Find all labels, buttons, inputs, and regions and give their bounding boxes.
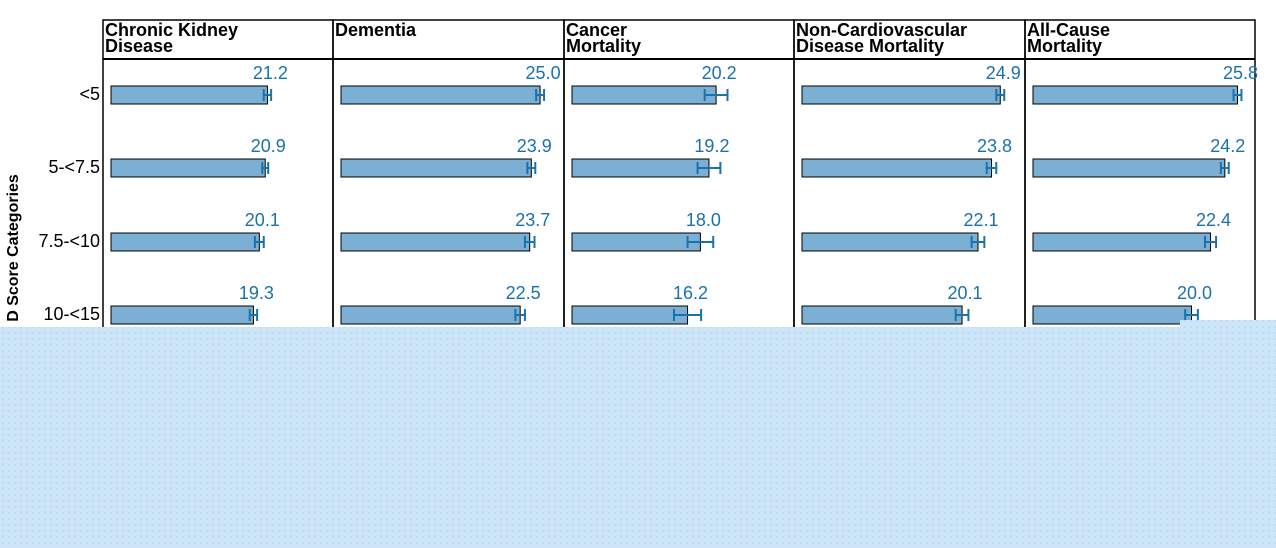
value-label: 18.0 (686, 210, 721, 230)
category-label: 7.5-<10 (38, 231, 100, 251)
bar (110, 232, 260, 252)
value-label: 20.0 (1177, 283, 1212, 303)
value-label: 22.5 (506, 283, 541, 303)
bar (340, 158, 532, 178)
value-label: 25.0 (526, 63, 561, 83)
bar (1032, 305, 1193, 325)
value-label: 22.1 (963, 210, 998, 230)
bar (340, 85, 541, 105)
value-label: 22.4 (1196, 210, 1231, 230)
bar (340, 305, 521, 325)
value-label: 24.2 (1210, 136, 1245, 156)
panel-title: Non-Cardiovascular (796, 20, 967, 40)
bar (801, 85, 1001, 105)
bar (110, 85, 268, 105)
panel-frame (102, 19, 334, 341)
value-label: 21.2 (253, 63, 288, 83)
value-label: 23.7 (515, 210, 550, 230)
bar (801, 305, 963, 325)
bar (1032, 85, 1238, 105)
value-label: 19.2 (694, 136, 729, 156)
overlay (0, 320, 1276, 548)
value-label: 24.9 (986, 63, 1021, 83)
value-label: 23.8 (977, 136, 1012, 156)
value-label: 23.9 (517, 136, 552, 156)
category-label: 5-<7.5 (48, 157, 100, 177)
bar (571, 232, 701, 252)
panel-title: Mortality (1027, 36, 1102, 56)
bar (1032, 232, 1212, 252)
panel-title: Disease (105, 36, 173, 56)
y-axis-label: D Score Categories (5, 174, 22, 322)
panel-title: Mortality (566, 36, 641, 56)
category-label: <5 (79, 84, 100, 104)
bar (110, 305, 254, 325)
panel-frame (1024, 19, 1256, 341)
bar (571, 158, 710, 178)
value-label: 16.2 (673, 283, 708, 303)
value-label: 19.3 (239, 283, 274, 303)
panel-title: Chronic Kidney (105, 20, 238, 40)
panel-title: Cancer (566, 20, 627, 40)
bar (340, 232, 531, 252)
bar (571, 85, 717, 105)
bar (110, 158, 266, 178)
bar (571, 305, 689, 325)
category-label: 10-<15 (43, 304, 100, 324)
bar (1032, 158, 1226, 178)
panel-title: All-Cause (1027, 20, 1110, 40)
bar (801, 232, 979, 252)
panel-title: Disease Mortality (796, 36, 944, 56)
value-label: 20.9 (251, 136, 286, 156)
value-label: 20.1 (245, 210, 280, 230)
value-label: 20.1 (948, 283, 983, 303)
bar (801, 158, 993, 178)
value-label: 20.2 (702, 63, 737, 83)
panel-title: Dementia (335, 20, 417, 40)
value-label: 25.8 (1223, 63, 1258, 83)
